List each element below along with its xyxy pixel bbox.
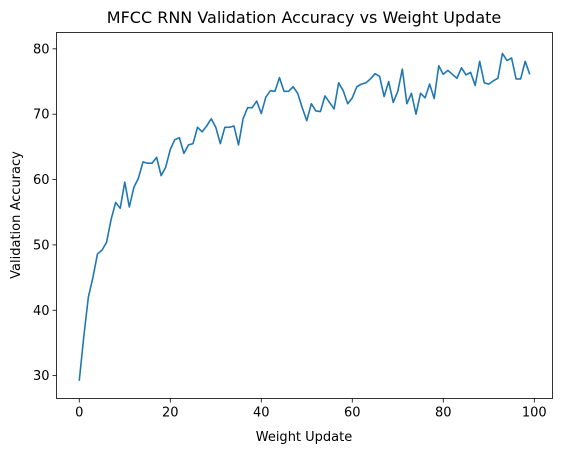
y-tick-label: 30 (33, 369, 50, 384)
x-tick-label: 0 (75, 406, 83, 421)
series-lines (78, 52, 531, 381)
x-tick-label: 100 (522, 406, 547, 421)
x-tick-label: 40 (253, 406, 270, 421)
x-tick-label: 60 (344, 406, 361, 421)
x-axis: 0 20 40 60 80 100 (75, 398, 547, 421)
y-tick-label: 50 (33, 238, 50, 253)
x-axis-label: Weight Update (256, 430, 353, 445)
x-tick-label: 80 (435, 406, 452, 421)
series-line (78, 52, 531, 381)
y-axis: 30 40 50 60 70 80 (33, 42, 57, 384)
plot-frame (56, 32, 553, 399)
y-tick-label: 80 (33, 42, 50, 57)
x-tick-label: 20 (162, 406, 179, 421)
y-tick-label: 60 (33, 173, 50, 188)
y-tick-label: 70 (33, 108, 50, 123)
y-axis-label: Validation Accuracy (9, 151, 24, 279)
chart-title: MFCC RNN Validation Accuracy vs Weight U… (107, 8, 501, 27)
y-tick-label: 40 (33, 304, 50, 319)
